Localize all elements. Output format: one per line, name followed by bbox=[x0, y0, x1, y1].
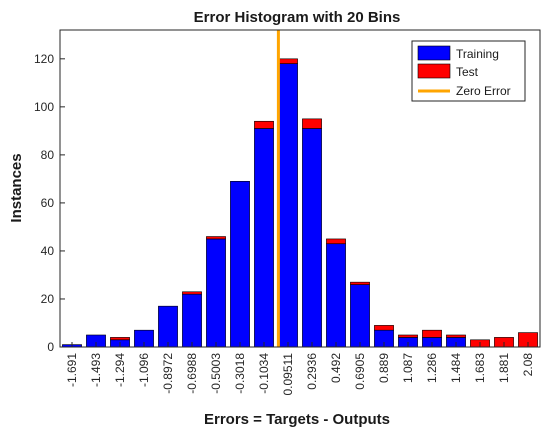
bar-training-12 bbox=[350, 284, 370, 348]
y-tick-label-80: 80 bbox=[41, 148, 55, 162]
x-tick-label-18: 1.881 bbox=[497, 353, 511, 383]
x-tick-label-1: -1.493 bbox=[89, 353, 103, 387]
legend-label-test: Test bbox=[456, 65, 479, 79]
legend-label-training: Training bbox=[456, 47, 499, 61]
x-tick-label-4: -0.8972 bbox=[161, 353, 175, 394]
bar-test-6 bbox=[206, 236, 226, 240]
legend: Training Test Zero Error bbox=[411, 40, 526, 102]
bar-test-15 bbox=[422, 329, 442, 338]
bar-test-14 bbox=[398, 334, 418, 338]
bar-training-8 bbox=[254, 128, 274, 348]
y-tick-label-120: 120 bbox=[34, 52, 54, 66]
x-tick-label-2: -1.294 bbox=[113, 353, 127, 387]
chart-title: Error Histogram with 20 Bins bbox=[194, 9, 401, 26]
x-tick-label-13: 0.889 bbox=[377, 353, 391, 383]
legend-swatch-training bbox=[417, 45, 451, 61]
y-tick-label-60: 60 bbox=[41, 196, 55, 210]
bar-training-6 bbox=[206, 238, 226, 348]
legend-label-zero-error: Zero Error bbox=[456, 84, 511, 98]
bar-training-10 bbox=[302, 128, 322, 348]
x-tick-label-11: 0.492 bbox=[329, 353, 343, 383]
y-tick-label-40: 40 bbox=[41, 244, 55, 258]
x-tick-label-15: 1.286 bbox=[425, 353, 439, 383]
y-tick-label-20: 20 bbox=[41, 292, 55, 306]
x-axis-label: Errors = Targets - Outputs bbox=[204, 411, 390, 428]
x-tick-label-0: -1.691 bbox=[65, 353, 79, 387]
bar-training-7 bbox=[230, 181, 250, 348]
bar-training-5 bbox=[182, 293, 202, 348]
x-tick-label-3: -1.096 bbox=[137, 353, 151, 387]
bar-test-8 bbox=[254, 120, 274, 129]
x-tick-label-19: 2.08 bbox=[521, 353, 535, 377]
bar-test-13 bbox=[374, 325, 394, 331]
x-tick-label-12: 0.6905 bbox=[353, 353, 367, 390]
y-axis: 0 20 40 60 80 100 120 bbox=[34, 52, 65, 354]
x-tick-label-8: -0.1034 bbox=[257, 353, 271, 394]
x-tick-label-16: 1.484 bbox=[449, 353, 463, 383]
x-tick-label-5: -0.6988 bbox=[185, 353, 199, 394]
bar-test-9 bbox=[278, 58, 298, 64]
x-tick-label-6: -0.5003 bbox=[209, 353, 223, 394]
bar-test-12 bbox=[350, 281, 370, 285]
bar-training-4 bbox=[158, 305, 178, 348]
bar-test-5 bbox=[182, 291, 202, 295]
y-axis-label: Instances bbox=[8, 153, 25, 222]
bars-group bbox=[62, 58, 538, 348]
bar-test-11 bbox=[326, 238, 346, 245]
x-tick-label-7: -0.3018 bbox=[233, 353, 247, 394]
bar-training-11 bbox=[326, 243, 346, 348]
bar-training-9 bbox=[278, 63, 298, 348]
legend-swatch-test bbox=[417, 63, 451, 79]
y-tick-label-0: 0 bbox=[47, 340, 54, 354]
x-tick-label-14: 1.087 bbox=[401, 353, 415, 383]
bar-test-10 bbox=[302, 118, 322, 129]
bar-test-16 bbox=[446, 334, 466, 338]
x-tick-label-10: 0.2936 bbox=[305, 353, 319, 390]
plot-area-frame bbox=[59, 29, 541, 348]
bar-test-2 bbox=[110, 337, 130, 341]
x-tick-label-17: 1.683 bbox=[473, 353, 487, 383]
y-tick-label-100: 100 bbox=[34, 100, 54, 114]
x-tick-label-9: 0.09511 bbox=[281, 353, 295, 396]
x-axis: -1.691 -1.493 -1.294 -1.096 -0.8972 -0.6988 -0… bbox=[65, 342, 535, 396]
